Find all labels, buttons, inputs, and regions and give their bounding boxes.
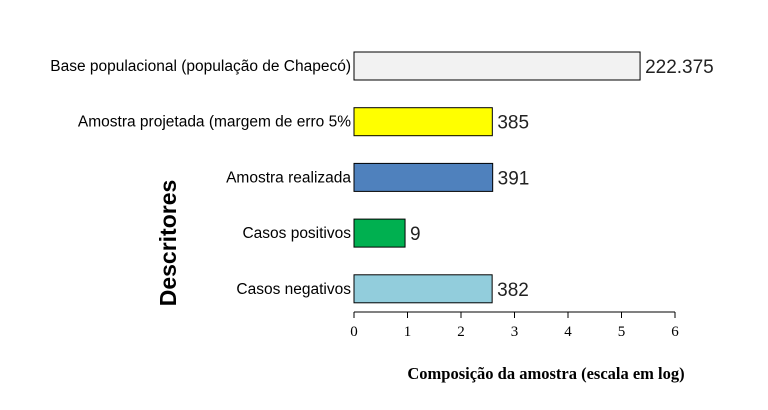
x-tick-label-4: 4 [564,324,572,340]
value-label-3: 9 [410,224,421,245]
x-axis-ticks: 0 1 2 3 4 5 6 [350,312,679,340]
x-tick-label-1: 1 [404,324,412,340]
value-label-2: 391 [498,168,530,189]
category-label-4: Casos negativos [236,281,351,298]
value-label-0: 222.375 [645,57,714,78]
value-labels: 222.375 385 391 9 382 [410,57,714,301]
value-label-4: 382 [497,280,529,301]
bar-0 [353,51,641,81]
category-label-1: Amostra projetada (margem de erro 5% [78,114,351,131]
bar-3 [353,218,406,248]
category-label-0: Base populacional (população de Chapecó) [50,58,351,75]
category-labels: Base populacional (população de Chapecó)… [50,58,351,298]
category-label-3: Casos positivos [242,225,351,242]
bar-4 [353,274,493,304]
x-axis-title: Composição da amostra (escala em log) [407,364,684,383]
bar-2 [353,162,494,192]
category-label-2: Amostra realizada [226,169,351,186]
bar-1 [353,107,493,137]
x-tick-label-0: 0 [350,324,358,340]
x-tick-label-3: 3 [511,324,519,340]
bars-group [353,51,641,304]
x-tick-label-5: 5 [618,324,626,340]
x-tick-label-6: 6 [671,324,679,340]
value-label-1: 385 [497,113,529,134]
x-tick-label-2: 2 [457,324,465,340]
y-axis-title: Descritores [155,180,181,307]
